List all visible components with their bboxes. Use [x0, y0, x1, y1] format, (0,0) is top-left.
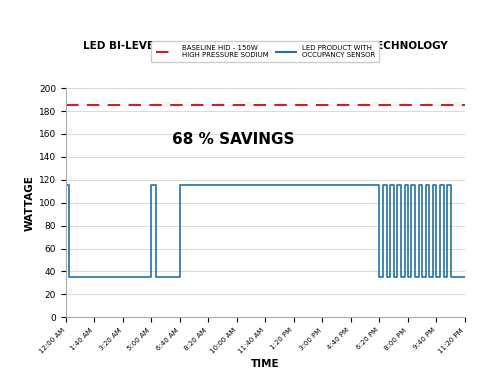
Title: LED BI-LEVEL SMART GARAGE VS. BASELINE HID TECHNOLOGY: LED BI-LEVEL SMART GARAGE VS. BASELINE H…	[83, 41, 448, 51]
Text: 68 % SAVINGS: 68 % SAVINGS	[172, 132, 295, 147]
X-axis label: TIME: TIME	[251, 359, 280, 369]
Legend: BASELINE HID - 150W
HIGH PRESSURE SODIUM, LED PRODUCT WITH
OCCUPANCY SENSOR: BASELINE HID - 150W HIGH PRESSURE SODIUM…	[151, 41, 379, 63]
Y-axis label: WATTAGE: WATTAGE	[24, 175, 35, 231]
